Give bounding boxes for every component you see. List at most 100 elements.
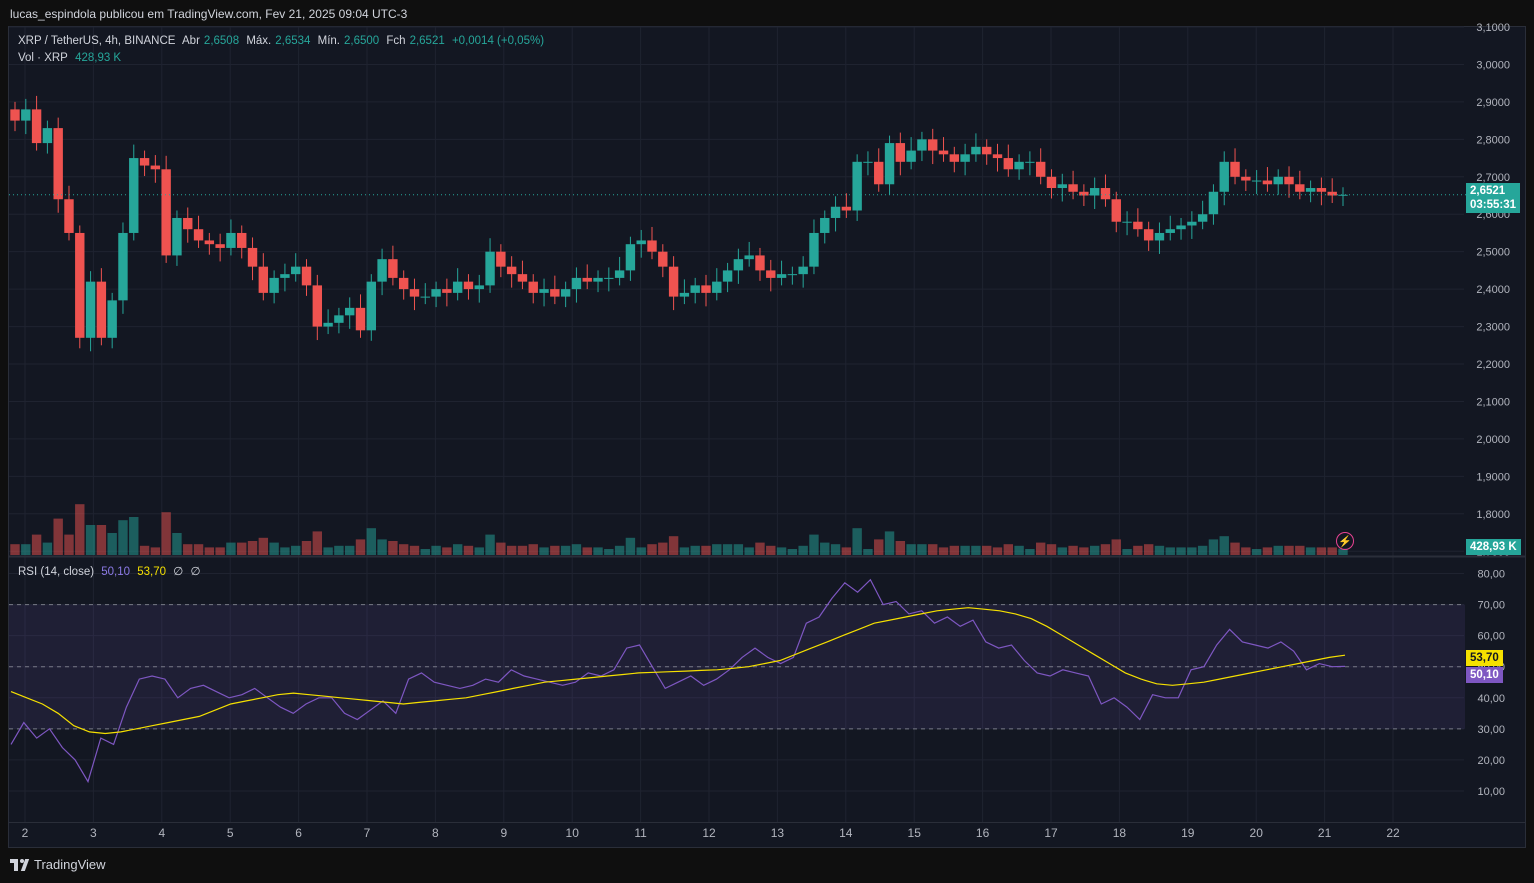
- volume-bar: [668, 536, 679, 555]
- candle-body: [10, 109, 20, 121]
- volume-bar: [1122, 549, 1132, 555]
- footer-bar: [0, 848, 1534, 883]
- volume-bar: [550, 545, 560, 555]
- candle-body: [53, 128, 63, 200]
- volume-bar: [895, 541, 906, 555]
- volume-bar: [658, 542, 668, 555]
- rsi-label[interactable]: RSI (14, close): [18, 566, 95, 578]
- candle-body: [96, 281, 107, 338]
- volume-bar: [1068, 545, 1078, 555]
- volume-bar: [1262, 547, 1273, 555]
- candle-body: [690, 285, 700, 293]
- candle-body: [539, 289, 549, 293]
- candle-body: [280, 274, 290, 278]
- rsi-ma-line: [10, 607, 1346, 735]
- volume-bar: [183, 544, 193, 555]
- volume-bar: [971, 545, 981, 555]
- volume-bar: [1100, 544, 1111, 555]
- volume-bar: [344, 545, 355, 555]
- volume-bar: [312, 531, 323, 555]
- candle-body: [193, 229, 204, 241]
- volume-bar: [226, 542, 236, 555]
- volume-bar: [528, 544, 538, 555]
- rsi-value: 50,10: [101, 566, 131, 578]
- rsi-ma-tag: 53,70: [1466, 650, 1503, 666]
- volume-bar: [215, 547, 225, 555]
- candle-body: [712, 281, 722, 293]
- candle-body: [874, 161, 884, 185]
- candle-body: [917, 139, 927, 151]
- volume-bar: [150, 547, 161, 555]
- volume-bar: [118, 520, 128, 555]
- day-tick-label: 14: [839, 826, 853, 840]
- candle-body: [841, 206, 852, 211]
- volume-bar: [334, 545, 344, 555]
- candle-body: [312, 285, 323, 327]
- volume-bar: [377, 539, 387, 555]
- candle-body: [377, 259, 387, 282]
- volume-bar: [744, 547, 754, 555]
- candle-body: [388, 259, 398, 278]
- candle-body: [1284, 176, 1294, 185]
- candle-body: [161, 169, 171, 256]
- price-tick-label: 2,7000: [1476, 172, 1510, 184]
- candle-body: [496, 251, 506, 267]
- candle-body: [798, 266, 808, 275]
- volume-bar: [766, 545, 776, 555]
- candle-body: [722, 270, 733, 282]
- close-value: 2,6521: [409, 35, 445, 47]
- symbol-label[interactable]: XRP / TetherUS, 4h, BINANCE: [18, 35, 176, 47]
- publisher-text: lucas_espindola publicou em TradingView.…: [10, 7, 408, 21]
- candle-body: [733, 259, 744, 271]
- volume-bar: [366, 528, 376, 555]
- volume-bar: [388, 541, 398, 555]
- chart-frame[interactable]: [8, 26, 1526, 848]
- volume-bar: [1089, 545, 1100, 555]
- candle-body: [906, 150, 916, 162]
- candle-body: [1327, 191, 1337, 196]
- volume-bar: [301, 541, 312, 555]
- volume-bar: [1133, 545, 1143, 555]
- volume-bar: [960, 545, 970, 555]
- day-tick-label: 6: [295, 826, 302, 840]
- last-price-value: 2,6521: [1470, 185, 1506, 197]
- candle-body: [398, 277, 409, 290]
- volume-label[interactable]: Vol · XRP: [18, 52, 68, 64]
- lightning-icon[interactable]: ⚡: [1336, 532, 1354, 550]
- candle-body: [604, 277, 614, 279]
- volume-bar: [1187, 547, 1197, 555]
- candle-body: [517, 274, 528, 282]
- volume-bar: [474, 547, 484, 555]
- volume-bar: [982, 545, 992, 555]
- volume-bar: [809, 534, 819, 555]
- volume-bar: [463, 545, 474, 555]
- tradingview-logo[interactable]: TradingView: [10, 857, 106, 872]
- candle-body: [1079, 191, 1089, 196]
- volume-bar: [1176, 547, 1186, 555]
- candle-body: [884, 143, 895, 185]
- volume-bar: [582, 547, 592, 555]
- volume-bar: [1316, 547, 1327, 555]
- rsi-tick-label: 10,00: [1477, 786, 1505, 798]
- day-tick-label: 8: [432, 826, 439, 840]
- candle-body: [938, 150, 949, 155]
- volume-bar: [323, 547, 333, 555]
- day-tick-label: 7: [364, 826, 371, 840]
- day-tick-label: 9: [500, 826, 507, 840]
- volume-bar: [247, 541, 258, 555]
- volume-bar: [690, 545, 700, 555]
- candle-body: [1251, 180, 1262, 182]
- candle-body: [1316, 188, 1327, 192]
- candle-body: [895, 143, 906, 162]
- volume-legend: Vol · XRP 428,93 K: [18, 52, 125, 64]
- candle-body: [150, 165, 161, 170]
- rsi-tick-label: 80,00: [1477, 569, 1505, 581]
- volume-bar: [571, 544, 582, 555]
- day-tick-label: 2: [22, 826, 29, 840]
- rsi-tick-label: 40,00: [1477, 693, 1505, 705]
- volume-bar: [161, 512, 171, 555]
- volume-bar: [1111, 539, 1121, 555]
- candle-body: [323, 322, 333, 327]
- volume-bar: [701, 545, 711, 555]
